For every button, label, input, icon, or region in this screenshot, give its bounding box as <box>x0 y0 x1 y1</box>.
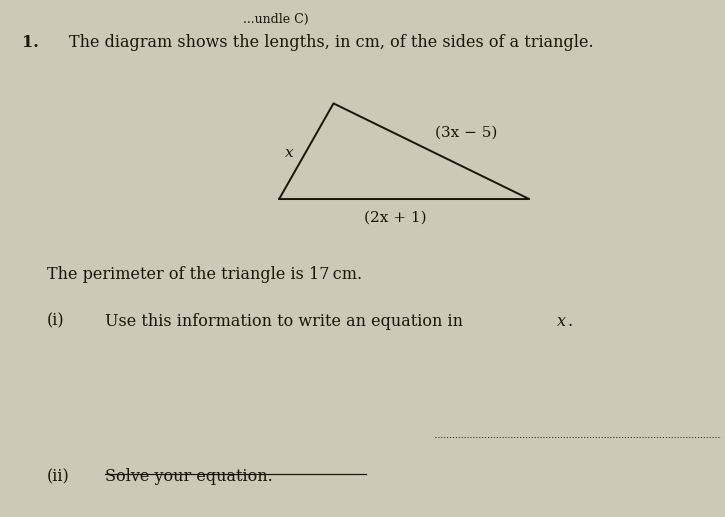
Text: The diagram shows the lengths, in cm, of the sides of a triangle.: The diagram shows the lengths, in cm, of… <box>69 34 594 51</box>
Text: ...undle C): ...undle C) <box>243 13 308 26</box>
Text: 1.: 1. <box>22 34 38 51</box>
Text: x: x <box>285 145 294 160</box>
Text: (3x − 5): (3x − 5) <box>435 126 497 140</box>
Text: The perimeter of the triangle is 17 cm.: The perimeter of the triangle is 17 cm. <box>47 266 362 283</box>
Text: Solve your equation.: Solve your equation. <box>105 468 273 485</box>
Text: Use this information to write an equation in: Use this information to write an equatio… <box>105 313 468 330</box>
Text: (ii): (ii) <box>47 468 70 485</box>
Text: (i): (i) <box>47 313 65 330</box>
Text: .: . <box>568 313 573 330</box>
Text: (2x + 1): (2x + 1) <box>364 211 426 225</box>
Text: x: x <box>557 313 566 330</box>
